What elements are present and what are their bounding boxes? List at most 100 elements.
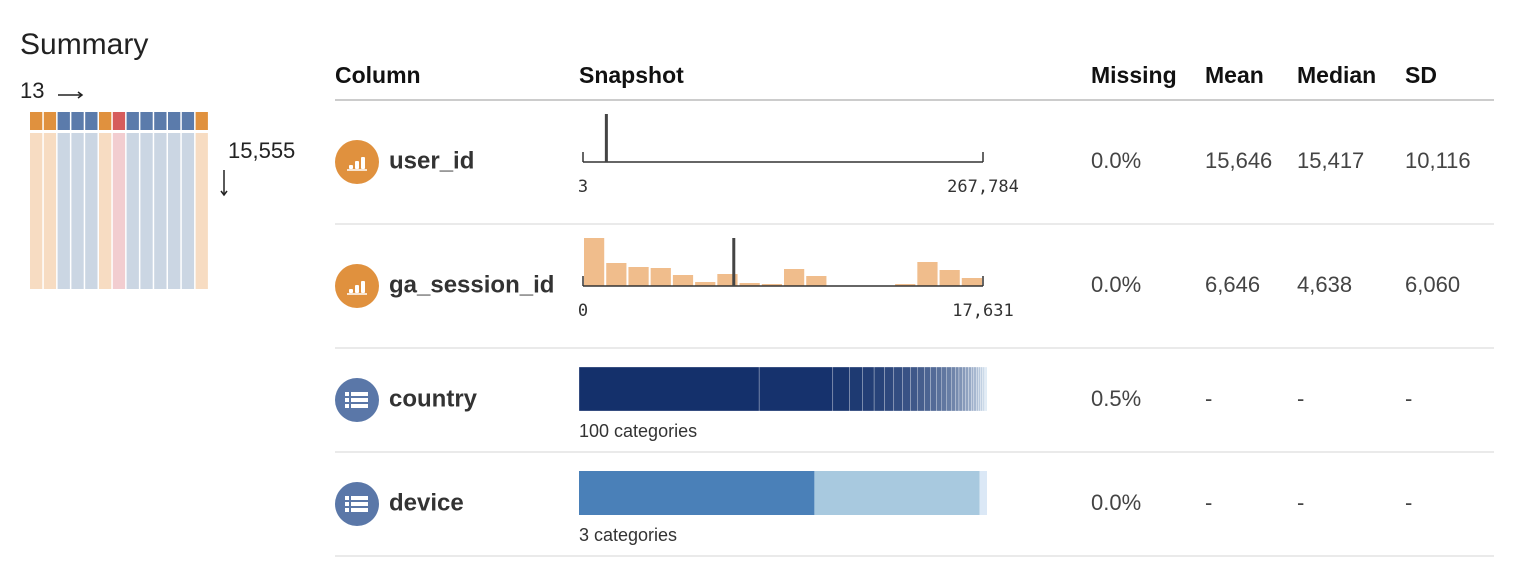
icon-glyph bbox=[345, 508, 349, 512]
stat-mean: - bbox=[1205, 490, 1212, 515]
category-segment bbox=[902, 366, 911, 412]
x-tick-label: 3 bbox=[578, 177, 588, 197]
column-body-cell bbox=[154, 133, 167, 289]
column-body-cell bbox=[112, 133, 126, 289]
stat-median: - bbox=[1297, 386, 1304, 411]
column-count: 13 bbox=[20, 78, 44, 103]
icon-glyph bbox=[351, 404, 368, 408]
category-segment bbox=[936, 366, 942, 412]
icon-glyph bbox=[351, 508, 368, 512]
column-body-cell bbox=[57, 133, 70, 289]
category-segment bbox=[985, 366, 988, 412]
column-body-cell bbox=[71, 133, 84, 289]
column-body-cell bbox=[43, 133, 57, 289]
category-segment bbox=[941, 366, 947, 412]
column-name: ga_session_id bbox=[389, 271, 554, 298]
stat-median: 15,417 bbox=[1297, 148, 1364, 173]
column-body-cell bbox=[195, 133, 208, 289]
column-type-cell bbox=[99, 112, 112, 130]
column-type-cell bbox=[140, 112, 153, 130]
histogram-bar bbox=[650, 268, 671, 286]
category-segment bbox=[976, 366, 979, 412]
icon-glyph bbox=[351, 496, 368, 500]
category-count: 3 categories bbox=[579, 525, 677, 545]
icon-glyph bbox=[361, 281, 365, 293]
column-body-cell bbox=[140, 133, 153, 289]
category-segment bbox=[965, 366, 969, 412]
column-type-cell bbox=[43, 112, 57, 130]
histogram-bar bbox=[961, 278, 982, 286]
category-segment bbox=[832, 366, 850, 412]
icon-glyph bbox=[351, 392, 368, 396]
stat-missing: 0.0% bbox=[1091, 148, 1141, 173]
category-segment bbox=[962, 366, 966, 412]
column-name: user_id bbox=[389, 147, 474, 174]
row-count: 15,555 bbox=[228, 138, 295, 163]
category-segment bbox=[946, 366, 952, 412]
category-segment bbox=[873, 366, 885, 412]
stat-sd: 6,060 bbox=[1405, 272, 1460, 297]
column-body-cell bbox=[30, 133, 43, 289]
category-segment bbox=[924, 366, 931, 412]
column-type-cell bbox=[181, 112, 195, 130]
category-segment bbox=[971, 366, 974, 412]
histogram-bar bbox=[895, 284, 916, 286]
column-name: device bbox=[389, 489, 464, 516]
column-body-cell bbox=[126, 133, 139, 289]
column-header: Snapshot bbox=[579, 62, 684, 88]
category-segment bbox=[968, 366, 972, 412]
column-type-cell bbox=[112, 112, 126, 130]
column-type-cell bbox=[85, 112, 98, 130]
category-segment bbox=[578, 366, 760, 412]
x-tick-label: 0 bbox=[578, 301, 588, 321]
category-segment bbox=[884, 366, 895, 412]
histogram-bar bbox=[917, 262, 938, 286]
stat-missing: 0.0% bbox=[1091, 490, 1141, 515]
x-tick-label: 267,784 bbox=[947, 177, 1019, 197]
icon-glyph bbox=[345, 398, 349, 402]
icon-glyph bbox=[361, 157, 365, 169]
category-segment bbox=[862, 366, 875, 412]
category-segment bbox=[982, 366, 985, 412]
column-type-cell bbox=[168, 112, 181, 130]
category-segment bbox=[978, 366, 981, 412]
icon-glyph bbox=[345, 496, 349, 500]
down-arrow bbox=[220, 170, 228, 197]
category-segment bbox=[980, 366, 983, 412]
stat-missing: 0.5% bbox=[1091, 386, 1141, 411]
histogram-bar bbox=[606, 263, 627, 286]
icon-glyph bbox=[345, 502, 349, 506]
column-type-cell bbox=[71, 112, 84, 130]
stat-sd: - bbox=[1405, 386, 1412, 411]
column-name: country bbox=[389, 385, 478, 412]
x-tick-label: 17,631 bbox=[952, 301, 1013, 321]
column-body-cell bbox=[99, 133, 112, 289]
right-arrow bbox=[58, 91, 84, 99]
icon-glyph bbox=[351, 398, 368, 402]
stat-median: 4,638 bbox=[1297, 272, 1352, 297]
stat-mean: 6,646 bbox=[1205, 272, 1260, 297]
histogram-bar bbox=[695, 282, 716, 286]
summary-title: Summary bbox=[20, 28, 148, 61]
icon-glyph bbox=[355, 285, 359, 293]
column-header: Median bbox=[1297, 62, 1376, 88]
category-segment bbox=[979, 471, 987, 515]
icon-glyph bbox=[349, 289, 353, 293]
column-type-cell bbox=[154, 112, 167, 130]
icon-glyph bbox=[349, 165, 353, 169]
category-segment bbox=[814, 471, 980, 515]
column-type-cell bbox=[195, 112, 208, 130]
stat-mean: - bbox=[1205, 386, 1212, 411]
category-segment bbox=[917, 366, 925, 412]
icon-glyph bbox=[351, 502, 368, 506]
histogram-bar bbox=[628, 267, 649, 286]
category-segment bbox=[930, 366, 937, 412]
category-segment bbox=[950, 366, 956, 412]
histogram-bar bbox=[739, 283, 760, 286]
category-segment bbox=[983, 366, 986, 412]
histogram-bar bbox=[672, 275, 694, 286]
category-segment bbox=[893, 366, 903, 412]
column-body-cell bbox=[168, 133, 181, 289]
